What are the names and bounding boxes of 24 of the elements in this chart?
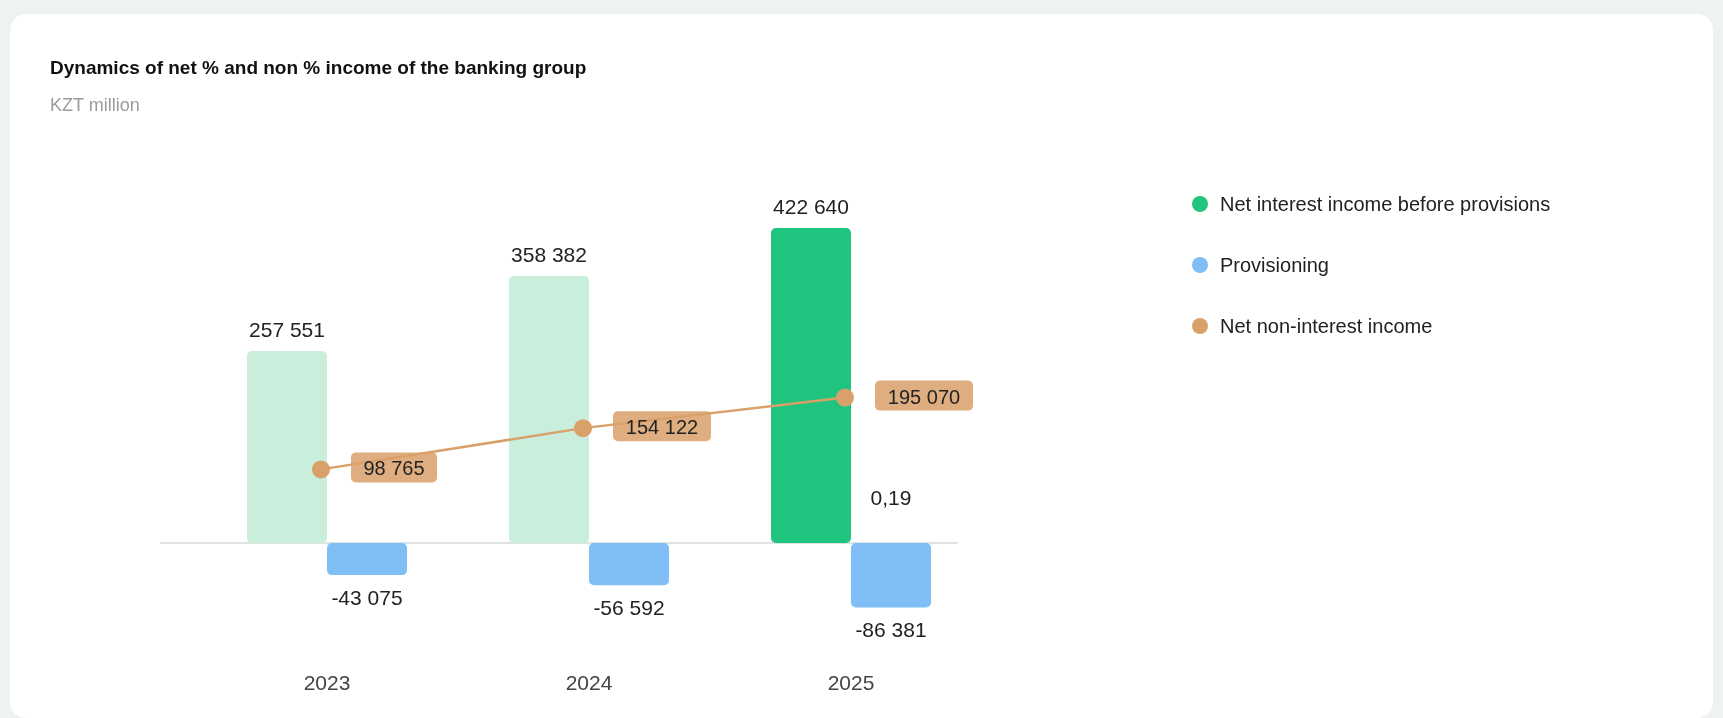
legend-label: Provisioning [1220, 254, 1329, 276]
data-label: 154 122 [625, 416, 699, 439]
annotation: 0,19 [870, 486, 912, 509]
data-label: -86 381 [855, 618, 927, 642]
data-label: 98 765 [363, 457, 425, 480]
data-label: 358 382 [511, 242, 587, 266]
data-label: 257 551 [249, 318, 325, 342]
legend-label: Net non-interest income [1220, 315, 1433, 337]
bar [771, 228, 851, 543]
bar [327, 543, 407, 576]
bar [509, 275, 589, 543]
x-tick-label: 2024 [565, 671, 613, 694]
bar [851, 543, 931, 608]
x-tick-label: 2025 [827, 671, 875, 694]
data-label: -43 075 [331, 586, 403, 610]
chart-title: Dynamics of net % and non % income of the banking group [50, 57, 587, 78]
bar [589, 543, 669, 586]
bar [247, 351, 327, 543]
data-label: -56 592 [593, 596, 665, 620]
data-label: 195 070 [887, 385, 961, 408]
legend-label: Net interest income before provisions [1220, 193, 1551, 215]
data-label: 422 640 [773, 195, 849, 218]
x-tick-label: 2023 [303, 671, 351, 694]
chart-subtitle: KZT million [50, 95, 140, 115]
